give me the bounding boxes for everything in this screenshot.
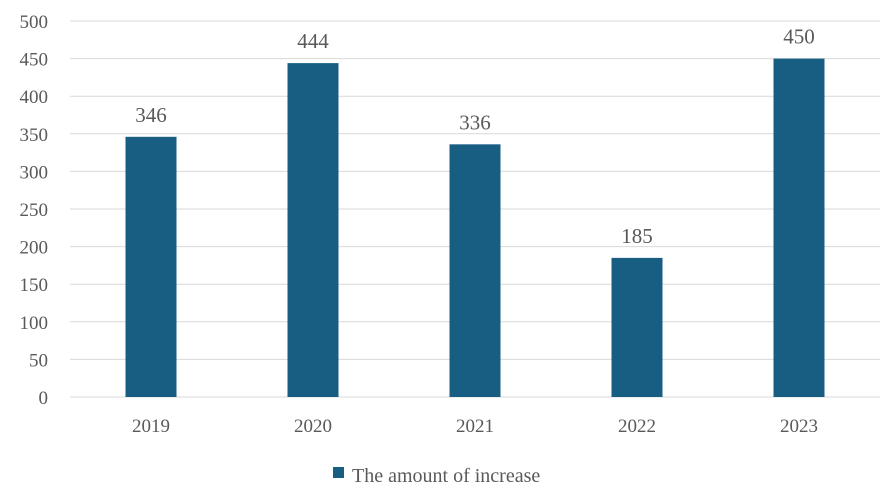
y-tick-label: 400	[20, 87, 49, 108]
bar-2021	[449, 144, 501, 397]
data-label-2020: 444	[297, 29, 329, 53]
y-tick-label: 350	[20, 125, 49, 146]
x-tick-label-2022: 2022	[618, 416, 656, 437]
legend-label: The amount of increase	[352, 465, 540, 487]
y-tick-label: 250	[20, 200, 49, 221]
y-tick-label: 0	[39, 388, 49, 409]
bars	[125, 58, 825, 398]
data-label-2023: 450	[783, 25, 815, 49]
data-label-2019: 346	[135, 103, 167, 127]
x-tick-label-2020: 2020	[294, 416, 332, 437]
y-tick-label: 150	[20, 275, 49, 296]
y-axis-tick-labels: 0 50 100 150 200 250 300 350 400 450 500	[20, 12, 49, 409]
bar-2022	[611, 257, 663, 397]
x-tick-label-2021: 2021	[456, 416, 494, 437]
data-label-2022: 185	[621, 224, 653, 248]
y-tick-label: 200	[20, 238, 49, 259]
bar-2020	[287, 63, 339, 397]
y-tick-label: 500	[20, 12, 49, 33]
data-labels: 346 444 336 185 450	[135, 25, 815, 248]
bar-2023	[773, 58, 825, 397]
y-tick-label: 450	[20, 50, 49, 71]
y-tick-label: 300	[20, 162, 49, 183]
bar-2019	[125, 136, 177, 398]
x-tick-label-2023: 2023	[780, 416, 818, 437]
y-tick-label: 50	[29, 350, 48, 371]
legend: The amount of increase	[333, 465, 540, 487]
legend-swatch	[333, 467, 344, 478]
y-tick-label: 100	[20, 313, 49, 334]
x-axis-tick-labels: 2019 2020 2021 2022 2023	[132, 416, 818, 437]
data-label-2021: 336	[459, 110, 491, 134]
x-tick-label-2019: 2019	[132, 416, 170, 437]
